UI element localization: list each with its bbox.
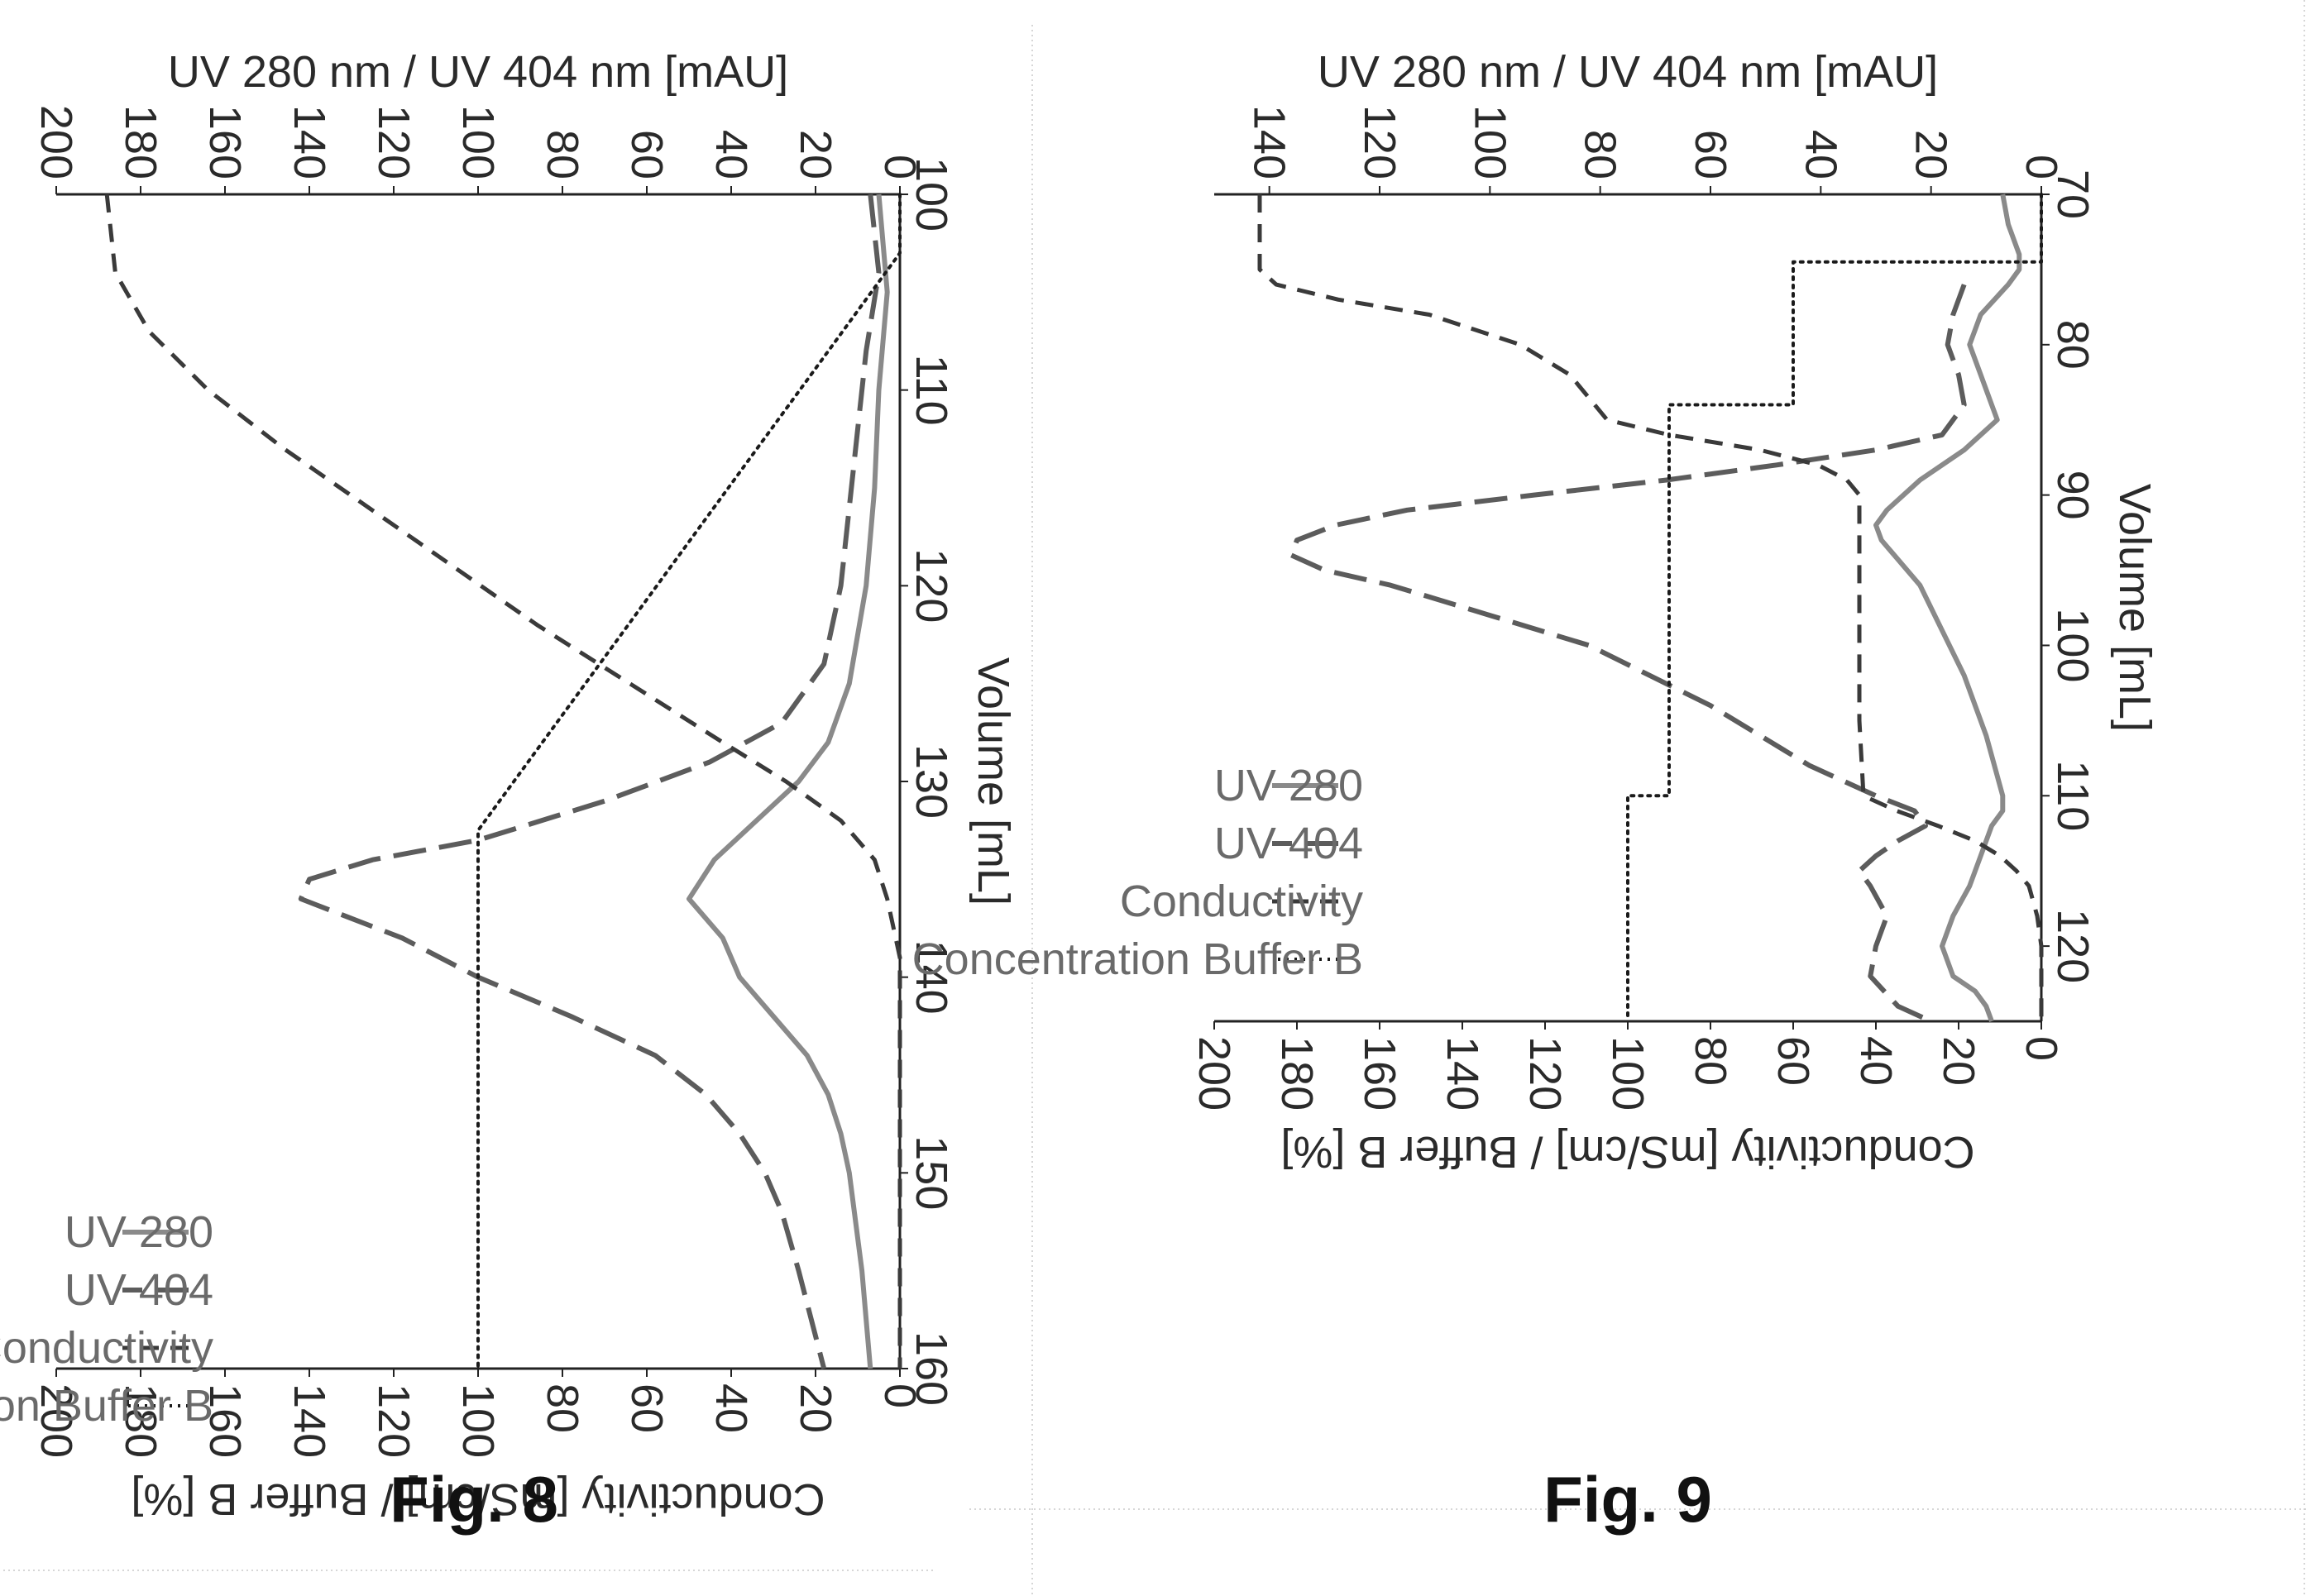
y-left-tick-label: 0 [2017, 155, 2066, 179]
y-right-tick-label: 60 [1768, 1036, 1818, 1086]
y-left-axis-title: UV 280 nm / UV 404 nm [mAU] [1318, 47, 1938, 97]
series-line-uv-280 [1873, 194, 2022, 1023]
y-right-tick-label: 60 [622, 1383, 672, 1433]
y-right-tick-label: 20 [1934, 1036, 1983, 1086]
y-right-tick-label: 0 [2017, 1036, 2066, 1061]
y-right-tick-label: 0 [875, 1383, 925, 1408]
y-left-tick-label: 100 [453, 105, 503, 179]
x-axis-title: Volume [mL] [969, 657, 1018, 906]
y-right-tick-label: 40 [1851, 1036, 1901, 1086]
y-right-tick-label: 100 [453, 1383, 503, 1458]
y-left-tick-label: 80 [538, 130, 587, 179]
y-right-tick-label: 120 [369, 1383, 419, 1458]
y-left-tick-label: 20 [1907, 130, 1956, 179]
legend: UV 280 UV 404 Conductivity Concentration Bu… [0, 1207, 213, 1431]
series-line-uv-280 [687, 194, 890, 1369]
legend-label: UV 404 [1214, 819, 1363, 868]
y-right-tick-label: 140 [1438, 1036, 1487, 1111]
y-right-tick-label: 180 [1272, 1036, 1322, 1111]
legend-label: UV 404 [65, 1265, 213, 1315]
y-right-tick-label: 140 [285, 1383, 334, 1458]
x-tick-label: 140 [907, 940, 956, 1015]
y-right-tick-label: 160 [200, 1383, 250, 1458]
chart-fig8: 1001101201301401501600204060801001201401… [0, 47, 1018, 1536]
y-left-tick-label: 60 [1686, 130, 1735, 179]
series-line-uv-404 [298, 194, 882, 1369]
figure-label: Fig. 8 [390, 1463, 558, 1536]
y-left-tick-label: 160 [200, 105, 250, 179]
chart-fig9: 70 80 90 100 110 120 0 20 40 60 80 100 120 140 0 20 40 60… [912, 47, 2160, 1536]
series-line-conductivity [104, 194, 902, 1369]
legend-label: UV 280 [1214, 761, 1363, 810]
x-tick-label: 70 [2048, 170, 2098, 219]
y-right-tick-label: 100 [1603, 1036, 1653, 1111]
figure-label: Fig. 9 [1543, 1463, 1712, 1536]
x-tick-label: 120 [907, 548, 956, 623]
x-tick-label: 90 [2048, 471, 2098, 520]
y-left-tick-label: 0 [875, 155, 925, 179]
series-line-concentration-buffer-b [1626, 193, 2043, 1023]
legend: UV 280 UV 404 Conductivity Concentration Bu… [912, 761, 1363, 984]
legend-label: Conductivity [0, 1323, 213, 1373]
y-left-tick-label: 120 [1355, 105, 1404, 179]
legend-label: UV 280 [65, 1207, 213, 1257]
y-right-tick-label: 120 [1520, 1036, 1570, 1111]
y-right-tick-label: 200 [31, 1383, 81, 1458]
x-tick-label: 160 [907, 1331, 956, 1406]
x-tick-label: 110 [907, 355, 956, 426]
legend-label: Concentration Buffer B [0, 1381, 213, 1431]
y-left-tick-label: 140 [1245, 105, 1294, 179]
legend-label: Conductivity [1120, 877, 1363, 926]
x-tick-label: 100 [907, 157, 956, 232]
y-right-tick-label: 180 [116, 1383, 165, 1458]
y-left-tick-label: 20 [791, 130, 840, 179]
y-left-tick-label: 100 [1465, 105, 1514, 179]
y-right-tick-label: 40 [706, 1383, 756, 1433]
y-right-tick-label: 160 [1355, 1036, 1404, 1111]
y-right-tick-label: 20 [791, 1383, 840, 1433]
y-left-tick-label: 60 [622, 130, 672, 179]
x-tick-label: 120 [2048, 909, 2098, 983]
series-line-uv-404 [1289, 284, 1967, 1024]
x-tick-label: 110 [2048, 760, 2098, 831]
y-right-tick-label: 80 [1686, 1036, 1735, 1086]
chart-panels: 1001101201301401501600204060801001201401… [0, 47, 2160, 1536]
series-line-conductivity [1257, 194, 2044, 1021]
y-left-tick-label: 40 [1796, 130, 1845, 179]
y-right-axis-title: Conductivity [mS/cm] / Buffer B [%] [131, 1474, 825, 1524]
x-axis-title: Volume [mL] [2110, 484, 2160, 732]
x-tick-label: 100 [2048, 608, 2098, 682]
x-tick-label: 130 [907, 744, 956, 819]
x-tick-label: 80 [2048, 320, 2098, 370]
y-left-axis-title: UV 280 nm / UV 404 nm [mAU] [168, 47, 788, 97]
y-left-tick-label: 140 [285, 105, 334, 179]
x-tick-label: 150 [907, 1135, 956, 1210]
series-line-concentration-buffer-b [476, 193, 902, 1370]
y-left-tick-label: 40 [706, 130, 756, 179]
y-right-tick-label: 80 [538, 1383, 587, 1433]
y-left-tick-label: 180 [116, 105, 165, 179]
y-right-axis-title: Conductivity [mS/cm] / Buffer B [%] [1280, 1127, 1974, 1177]
y-left-tick-label: 200 [31, 105, 81, 179]
y-right-tick-label: 200 [1189, 1036, 1239, 1111]
y-left-tick-label: 80 [1576, 130, 1625, 179]
y-left-tick-label: 120 [369, 105, 419, 179]
legend-label: Concentration Buffer B [912, 934, 1363, 984]
